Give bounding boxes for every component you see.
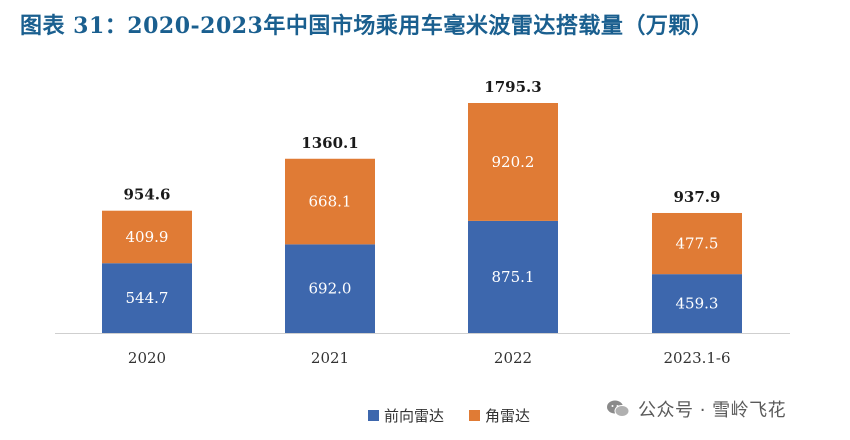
data-label-front: 875.1 bbox=[492, 268, 535, 286]
data-label-total: 1360.1 bbox=[301, 134, 358, 152]
bar-front-radar bbox=[652, 274, 742, 333]
data-label-front: 544.7 bbox=[126, 289, 169, 307]
bar-front-radar bbox=[468, 220, 558, 333]
bar-corner-radar bbox=[652, 212, 742, 275]
data-label-front: 692.0 bbox=[309, 280, 352, 298]
data-label-corner: 477.5 bbox=[676, 235, 719, 253]
bar-corner-radar bbox=[285, 158, 375, 245]
data-label-total: 937.9 bbox=[674, 188, 721, 206]
bar-corner-radar bbox=[102, 210, 192, 264]
bar-front-radar bbox=[102, 263, 192, 333]
data-label-total: 954.6 bbox=[124, 186, 171, 204]
chart-title: 图表 31：2020-2023年中国市场乘用车毫米波雷达搭载量（万颗） bbox=[20, 13, 714, 39]
x-tick-label: 2021 bbox=[311, 349, 349, 367]
data-label-corner: 668.1 bbox=[309, 193, 352, 211]
bar-corner-radar bbox=[468, 103, 558, 221]
data-label-corner: 409.9 bbox=[126, 228, 169, 246]
data-label-corner: 920.2 bbox=[492, 153, 535, 171]
data-label-front: 459.3 bbox=[676, 295, 719, 313]
x-tick-label: 2022 bbox=[494, 349, 532, 367]
x-tick-label: 2023.1-6 bbox=[663, 349, 730, 367]
x-tick-label: 2020 bbox=[128, 349, 166, 367]
watermark-text: 公众号 · 雪岭飞花 bbox=[638, 400, 787, 421]
bar-front-radar bbox=[285, 244, 375, 333]
data-label-total: 1795.3 bbox=[484, 78, 541, 96]
legend-swatch-front bbox=[368, 410, 379, 421]
legend-label-corner: 角雷达 bbox=[485, 407, 530, 425]
legend-label-front: 前向雷达 bbox=[384, 407, 444, 425]
legend-swatch-corner bbox=[469, 410, 480, 421]
wechat-icon bbox=[606, 399, 630, 419]
watermark: 公众号 · 雪岭飞花 bbox=[606, 396, 786, 422]
